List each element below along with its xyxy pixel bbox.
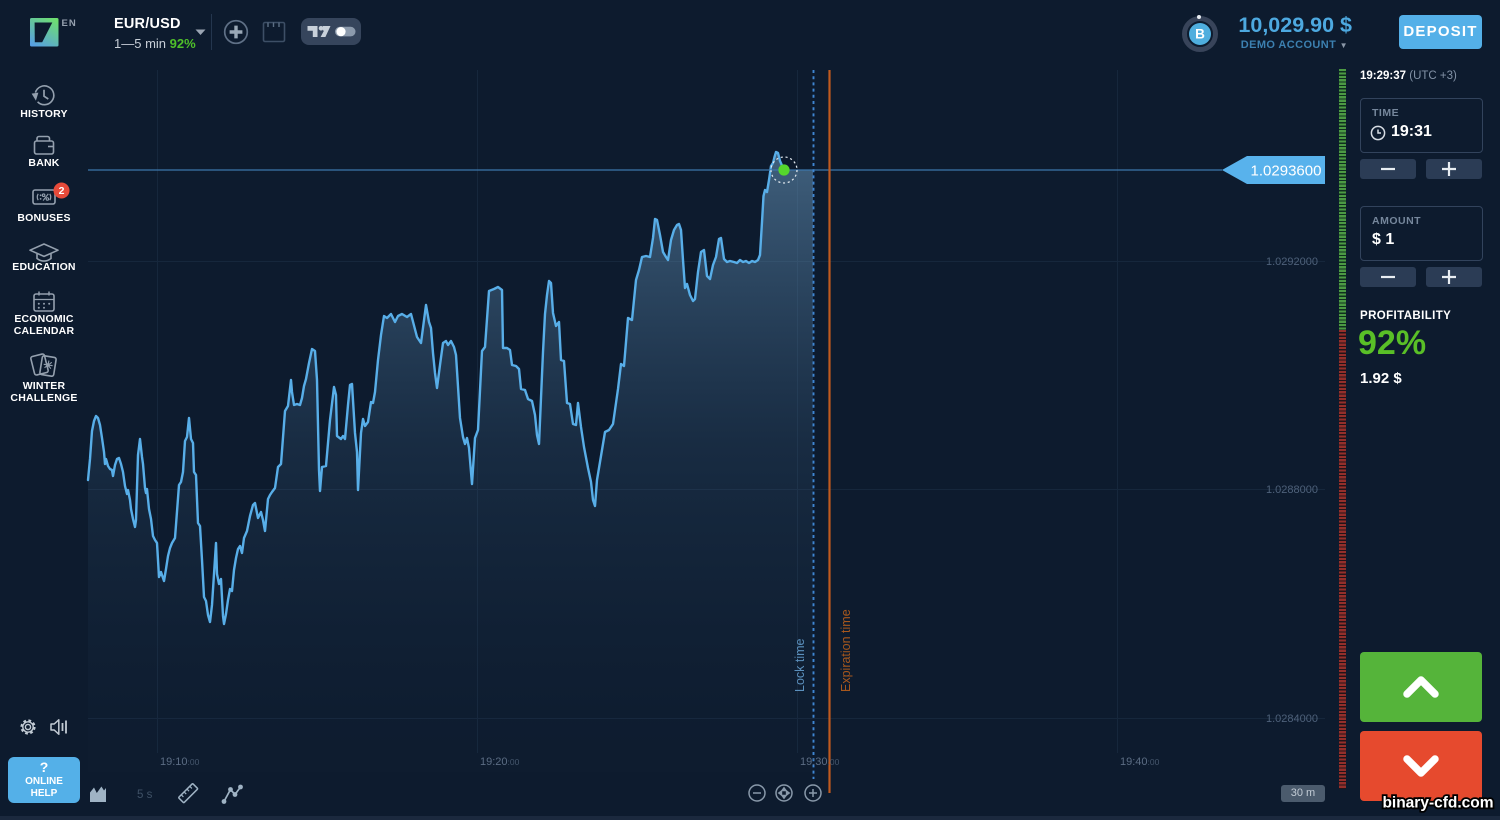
- svg-text:19:20:00: 19:20:00: [480, 756, 520, 768]
- svg-text:1.0292000: 1.0292000: [1266, 256, 1318, 268]
- svg-text:19:30:00: 19:30:00: [800, 756, 840, 768]
- svg-text:1.0284000: 1.0284000: [1266, 713, 1318, 725]
- svg-text:EN: EN: [62, 18, 77, 29]
- svg-text:B: B: [1195, 27, 1205, 42]
- svg-text:19:10:00: 19:10:00: [160, 756, 200, 768]
- svg-text:19:40:00: 19:40:00: [1120, 756, 1160, 768]
- svg-text:1.0293600: 1.0293600: [1251, 163, 1322, 180]
- svg-text:2: 2: [59, 185, 65, 197]
- svg-text:5 s: 5 s: [137, 789, 153, 801]
- svg-text:Lock time: Lock time: [793, 638, 807, 692]
- svg-text:Expiration time: Expiration time: [839, 609, 853, 692]
- svg-text:1.0288000: 1.0288000: [1266, 484, 1318, 496]
- svg-text:binary-cfd.com: binary-cfd.com: [1382, 795, 1493, 812]
